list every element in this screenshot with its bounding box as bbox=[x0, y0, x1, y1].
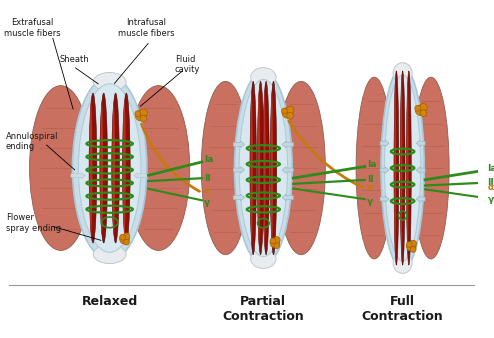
FancyArrow shape bbox=[380, 167, 389, 173]
Text: Intrafusal
muscle fibers: Intrafusal muscle fibers bbox=[118, 18, 174, 38]
FancyArrow shape bbox=[233, 141, 245, 148]
Ellipse shape bbox=[73, 76, 147, 260]
Text: α: α bbox=[367, 183, 373, 192]
Circle shape bbox=[282, 108, 288, 114]
FancyArrow shape bbox=[282, 141, 293, 148]
Ellipse shape bbox=[401, 82, 402, 254]
Text: Ia: Ia bbox=[488, 164, 494, 173]
FancyArrow shape bbox=[134, 173, 148, 178]
Ellipse shape bbox=[413, 77, 449, 259]
Ellipse shape bbox=[127, 86, 190, 250]
Ellipse shape bbox=[400, 71, 405, 265]
Ellipse shape bbox=[79, 84, 141, 252]
Circle shape bbox=[270, 238, 280, 248]
Ellipse shape bbox=[93, 245, 126, 264]
Circle shape bbox=[410, 240, 416, 247]
Ellipse shape bbox=[250, 249, 276, 268]
Text: II: II bbox=[367, 175, 373, 185]
Circle shape bbox=[123, 233, 130, 240]
FancyArrow shape bbox=[380, 140, 389, 147]
FancyArrow shape bbox=[71, 173, 85, 178]
Ellipse shape bbox=[93, 73, 126, 91]
FancyArrow shape bbox=[282, 194, 293, 201]
Ellipse shape bbox=[250, 81, 256, 255]
Text: α: α bbox=[488, 183, 494, 192]
Text: Sheath: Sheath bbox=[60, 55, 89, 64]
Ellipse shape bbox=[381, 67, 424, 269]
Circle shape bbox=[415, 105, 426, 116]
Ellipse shape bbox=[202, 81, 250, 255]
Circle shape bbox=[120, 235, 125, 240]
Ellipse shape bbox=[112, 93, 120, 243]
Circle shape bbox=[140, 109, 147, 117]
Circle shape bbox=[407, 242, 412, 247]
Ellipse shape bbox=[250, 92, 253, 244]
Circle shape bbox=[124, 239, 129, 245]
Circle shape bbox=[287, 106, 294, 114]
FancyArrow shape bbox=[282, 167, 293, 173]
Text: II: II bbox=[204, 174, 210, 183]
FancyArrow shape bbox=[233, 194, 245, 201]
Ellipse shape bbox=[393, 63, 412, 83]
Text: Ia: Ia bbox=[367, 160, 376, 169]
Ellipse shape bbox=[407, 71, 412, 265]
Ellipse shape bbox=[258, 92, 260, 244]
Ellipse shape bbox=[271, 92, 273, 244]
Ellipse shape bbox=[270, 81, 277, 255]
Ellipse shape bbox=[263, 92, 266, 244]
Circle shape bbox=[120, 235, 129, 244]
Circle shape bbox=[282, 107, 292, 118]
Ellipse shape bbox=[393, 253, 412, 273]
Ellipse shape bbox=[394, 71, 399, 265]
Text: Full
Contraction: Full Contraction bbox=[362, 295, 444, 323]
Circle shape bbox=[415, 105, 420, 111]
Circle shape bbox=[419, 103, 427, 111]
Text: Annulospiral
ending: Annulospiral ending bbox=[6, 131, 58, 151]
Ellipse shape bbox=[394, 82, 396, 254]
Text: α: α bbox=[204, 186, 210, 195]
Text: Relaxed: Relaxed bbox=[82, 295, 138, 308]
Circle shape bbox=[274, 243, 280, 249]
Ellipse shape bbox=[100, 102, 103, 234]
FancyArrow shape bbox=[380, 196, 389, 202]
Ellipse shape bbox=[90, 102, 92, 234]
Text: γ: γ bbox=[367, 197, 373, 206]
Text: II: II bbox=[488, 178, 494, 187]
Ellipse shape bbox=[100, 93, 108, 243]
FancyArrow shape bbox=[416, 167, 425, 173]
Ellipse shape bbox=[123, 93, 130, 243]
Ellipse shape bbox=[112, 102, 115, 234]
FancyArrow shape bbox=[416, 196, 425, 202]
Text: γ: γ bbox=[204, 198, 210, 207]
Ellipse shape bbox=[250, 68, 276, 87]
Ellipse shape bbox=[30, 86, 92, 250]
Circle shape bbox=[411, 246, 416, 252]
Ellipse shape bbox=[356, 77, 392, 259]
Circle shape bbox=[135, 110, 146, 121]
FancyArrow shape bbox=[416, 140, 425, 147]
Text: Partial
Contraction: Partial Contraction bbox=[222, 295, 304, 323]
Ellipse shape bbox=[263, 81, 269, 255]
FancyArrow shape bbox=[233, 167, 245, 173]
Circle shape bbox=[140, 115, 147, 122]
Circle shape bbox=[273, 237, 280, 243]
Circle shape bbox=[420, 110, 427, 117]
Circle shape bbox=[135, 111, 141, 117]
Ellipse shape bbox=[239, 79, 288, 257]
Ellipse shape bbox=[407, 82, 409, 254]
Ellipse shape bbox=[277, 81, 326, 255]
Circle shape bbox=[270, 238, 276, 244]
Circle shape bbox=[407, 242, 416, 251]
Ellipse shape bbox=[235, 72, 292, 265]
Ellipse shape bbox=[123, 102, 126, 234]
Ellipse shape bbox=[89, 93, 97, 243]
Text: Flower
spray ending: Flower spray ending bbox=[6, 213, 61, 233]
Ellipse shape bbox=[257, 81, 264, 255]
Text: Extrafusal
muscle fibers: Extrafusal muscle fibers bbox=[4, 18, 61, 38]
Text: Fluid
cavity: Fluid cavity bbox=[175, 55, 201, 74]
Text: Ia: Ia bbox=[204, 155, 213, 165]
Text: γ: γ bbox=[488, 195, 494, 204]
Circle shape bbox=[287, 113, 293, 119]
Ellipse shape bbox=[384, 75, 421, 261]
